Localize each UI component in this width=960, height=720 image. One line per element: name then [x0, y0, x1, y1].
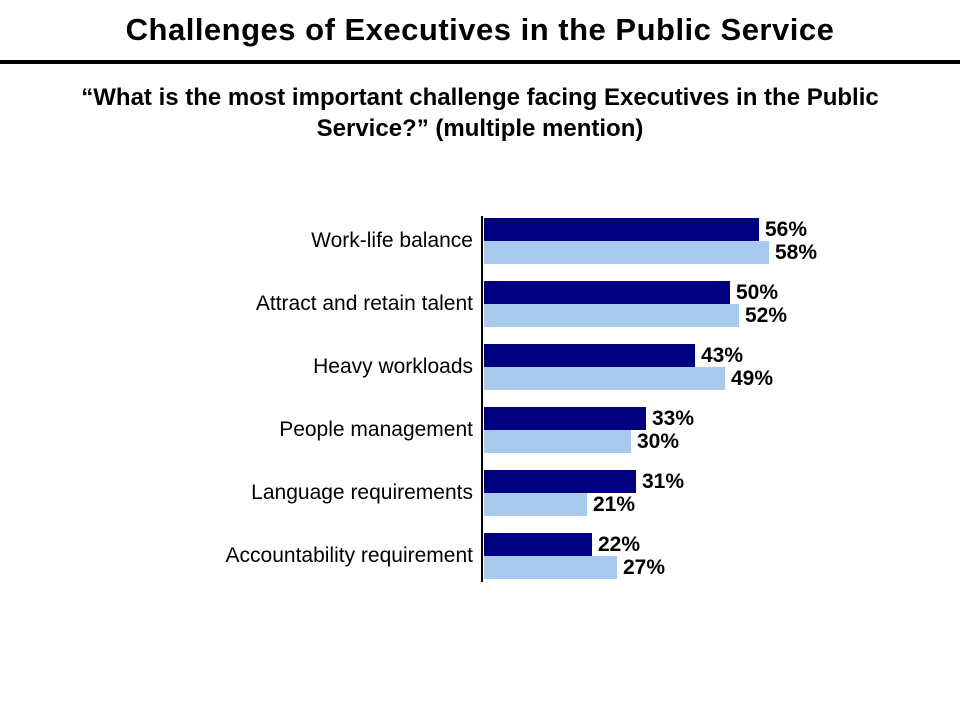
category-bars: 33% 30% — [482, 407, 960, 453]
bar-line: 30% — [484, 430, 960, 453]
bar-line: 56% — [484, 218, 960, 241]
bar-light-blue-series — [484, 241, 769, 264]
data-label: 56% — [765, 217, 808, 241]
bar-dark-blue-series — [484, 344, 695, 367]
category-label: Accountability requirement — [225, 544, 473, 567]
data-label: 30% — [637, 429, 680, 453]
data-label: 50% — [736, 280, 779, 304]
chart-row: Attract and retain talent 50% 52% — [0, 281, 960, 344]
y-axis-line — [481, 216, 483, 582]
bar-light-blue-series — [484, 493, 587, 516]
bar-line: 21% — [484, 493, 960, 516]
chart-subtitle: “What is the most important challenge fa… — [81, 84, 879, 142]
bar-line: 58% — [484, 241, 960, 264]
category-label: People management — [279, 418, 473, 441]
bar-line: 22% — [484, 533, 960, 556]
title-divider — [0, 60, 960, 64]
data-label: 52% — [745, 303, 788, 327]
bar-line: 27% — [484, 556, 960, 579]
bar-line: 33% — [484, 407, 960, 430]
bar-line: 43% — [484, 344, 960, 367]
page-title: Challenges of Executives in the Public S… — [125, 12, 835, 47]
category-bars: 56% 58% — [482, 218, 960, 264]
data-label: 27% — [623, 555, 666, 579]
data-label: 21% — [593, 492, 636, 516]
bar-light-blue-series — [484, 430, 631, 453]
category-label: Work-life balance — [311, 229, 473, 252]
data-label: 43% — [701, 343, 744, 367]
chart-row: Language requirements 31% 21% — [0, 470, 960, 533]
chart-row: Heavy workloads 43% 49% — [0, 344, 960, 407]
category-label: Heavy workloads — [313, 355, 473, 378]
bar-light-blue-series — [484, 556, 617, 579]
data-label: 33% — [652, 406, 695, 430]
bar-dark-blue-series — [484, 281, 730, 304]
bar-line: 50% — [484, 281, 960, 304]
bar-light-blue-series — [484, 367, 725, 390]
bar-line: 52% — [484, 304, 960, 327]
data-label: 22% — [598, 532, 641, 556]
bar-dark-blue-series — [484, 407, 646, 430]
bar-dark-blue-series — [484, 533, 592, 556]
chart-row: Work-life balance 56% 58% — [0, 218, 960, 281]
category-label: Attract and retain talent — [255, 292, 473, 315]
category-bars: 22% 27% — [482, 533, 960, 579]
category-bars: 31% 21% — [482, 470, 960, 516]
chart-row: People management 33% 30% — [0, 407, 960, 470]
category-bars: 50% 52% — [482, 281, 960, 327]
bar-line: 49% — [484, 367, 960, 390]
chart-row: Accountability requirement 22% 27% — [0, 533, 960, 596]
data-label: 31% — [642, 469, 685, 493]
chart-rows: Work-life balance 56% 58% Attract and retai… — [0, 218, 960, 596]
bar-dark-blue-series — [484, 470, 636, 493]
category-label: Language requirements — [251, 481, 473, 504]
bar-line: 31% — [484, 470, 960, 493]
bar-light-blue-series — [484, 304, 739, 327]
data-label: 58% — [775, 240, 818, 264]
category-bars: 43% 49% — [482, 344, 960, 390]
bar-dark-blue-series — [484, 218, 759, 241]
data-label: 49% — [731, 366, 774, 390]
